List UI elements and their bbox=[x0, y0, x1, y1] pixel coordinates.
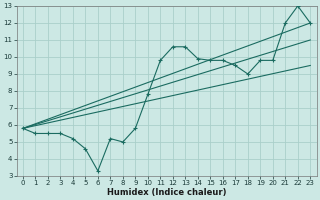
X-axis label: Humidex (Indice chaleur): Humidex (Indice chaleur) bbox=[107, 188, 226, 197]
